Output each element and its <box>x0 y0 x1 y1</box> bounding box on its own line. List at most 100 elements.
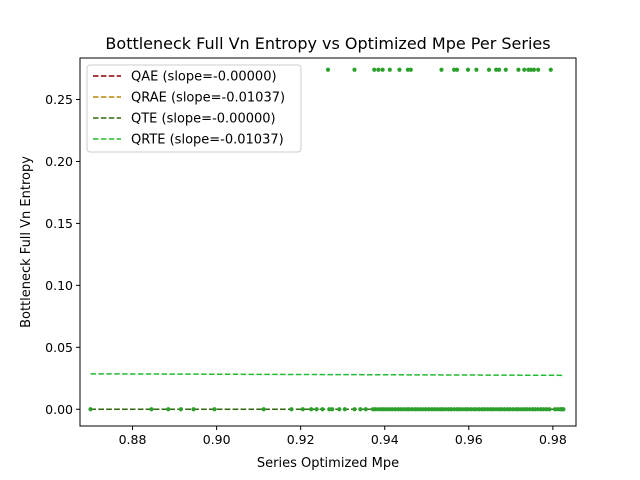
data-point <box>561 407 566 412</box>
data-point <box>491 407 496 412</box>
y-tick-label: 0.20 <box>45 154 73 169</box>
legend: QAE (slope=-0.00000) QRAE (slope=-0.01037… <box>86 64 302 153</box>
x-tick-label: 0.98 <box>539 432 567 447</box>
data-point <box>536 407 541 412</box>
data-point <box>439 67 444 72</box>
data-point <box>522 67 527 72</box>
data-point <box>548 67 553 72</box>
x-tick-label: 0.88 <box>119 432 147 447</box>
data-point <box>496 67 502 72</box>
data-point <box>499 407 504 412</box>
data-point <box>363 407 368 412</box>
data-point <box>502 407 507 412</box>
data-point <box>191 407 196 412</box>
data-point <box>541 407 546 412</box>
data-point <box>465 407 471 412</box>
data-point <box>376 67 381 72</box>
data-points <box>88 67 566 412</box>
data-point <box>494 67 499 72</box>
data-point <box>405 67 410 72</box>
data-point <box>289 407 294 412</box>
y-tick-label: 0.05 <box>45 340 73 355</box>
x-axis-ticks: 0.88 0.90 0.92 0.94 0.96 0.98 <box>119 426 567 447</box>
data-point <box>531 67 537 72</box>
data-point <box>342 407 347 412</box>
data-point <box>516 67 521 72</box>
x-tick-label: 0.96 <box>455 432 483 447</box>
data-point <box>452 407 457 412</box>
y-tick-label: 0.25 <box>45 92 73 107</box>
data-point <box>401 407 406 412</box>
data-point <box>418 407 423 412</box>
x-tick-label: 0.92 <box>287 432 315 447</box>
data-point <box>435 407 440 412</box>
data-point <box>454 67 460 72</box>
data-point <box>88 407 93 412</box>
data-point <box>465 67 471 72</box>
y-axis-label: Bottleneck Full Vn Entropy <box>19 156 34 328</box>
data-point <box>381 407 387 412</box>
data-point <box>393 407 398 412</box>
data-point <box>423 407 429 412</box>
data-point <box>527 407 532 412</box>
chart-title: Bottleneck Full Vn Entropy vs Optimized … <box>105 34 550 53</box>
data-point <box>485 407 490 412</box>
data-point <box>533 407 538 412</box>
legend-label: QRTE (slope=-0.01037) <box>131 133 284 148</box>
legend-label: QAE (slope=-0.00000) <box>131 70 277 85</box>
data-point <box>482 407 487 412</box>
data-point <box>352 67 357 72</box>
x-tick-label: 0.90 <box>203 432 231 447</box>
data-point <box>409 407 415 412</box>
data-point <box>440 407 445 412</box>
y-axis-ticks: 0.00 0.05 0.10 0.15 0.20 0.25 <box>45 92 80 417</box>
data-point <box>494 407 499 412</box>
data-point <box>552 407 558 412</box>
data-point <box>426 407 431 412</box>
data-point <box>337 407 342 412</box>
data-point <box>380 67 385 72</box>
data-point <box>358 407 363 412</box>
data-point <box>460 407 465 412</box>
data-point <box>516 407 521 412</box>
legend-label: QRAE (slope=-0.01037) <box>131 91 285 106</box>
data-point <box>373 407 378 412</box>
data-point <box>398 407 403 412</box>
data-point <box>166 407 171 412</box>
data-point <box>477 407 482 412</box>
data-point <box>474 407 479 412</box>
data-point <box>486 67 492 72</box>
data-point <box>544 407 549 412</box>
data-point <box>547 407 552 412</box>
data-point <box>309 407 314 412</box>
data-point <box>408 67 413 72</box>
data-point <box>314 407 319 412</box>
data-point <box>325 67 331 72</box>
data-point <box>452 67 457 72</box>
data-point <box>449 407 454 412</box>
y-tick-label: 0.00 <box>45 402 73 417</box>
data-point <box>519 407 524 412</box>
data-point <box>372 67 377 72</box>
data-point <box>330 407 335 412</box>
data-point <box>384 407 389 412</box>
x-axis-label: Series Optimized Mpe <box>257 456 399 471</box>
data-point <box>397 67 402 72</box>
data-point <box>390 407 395 412</box>
data-point <box>178 407 183 412</box>
data-point <box>149 407 154 412</box>
data-point <box>457 407 462 412</box>
data-point <box>528 67 534 72</box>
data-point <box>212 407 217 412</box>
data-point <box>407 407 412 412</box>
data-point <box>443 407 448 412</box>
legend-label: QTE (slope=-0.00000) <box>131 112 276 127</box>
data-point <box>387 67 392 72</box>
data-point <box>376 407 381 412</box>
data-point <box>432 407 437 412</box>
y-tick-label: 0.15 <box>45 216 73 231</box>
data-point <box>352 407 357 412</box>
axes-frame <box>79 57 577 427</box>
data-point <box>261 407 266 412</box>
data-point <box>415 407 420 412</box>
